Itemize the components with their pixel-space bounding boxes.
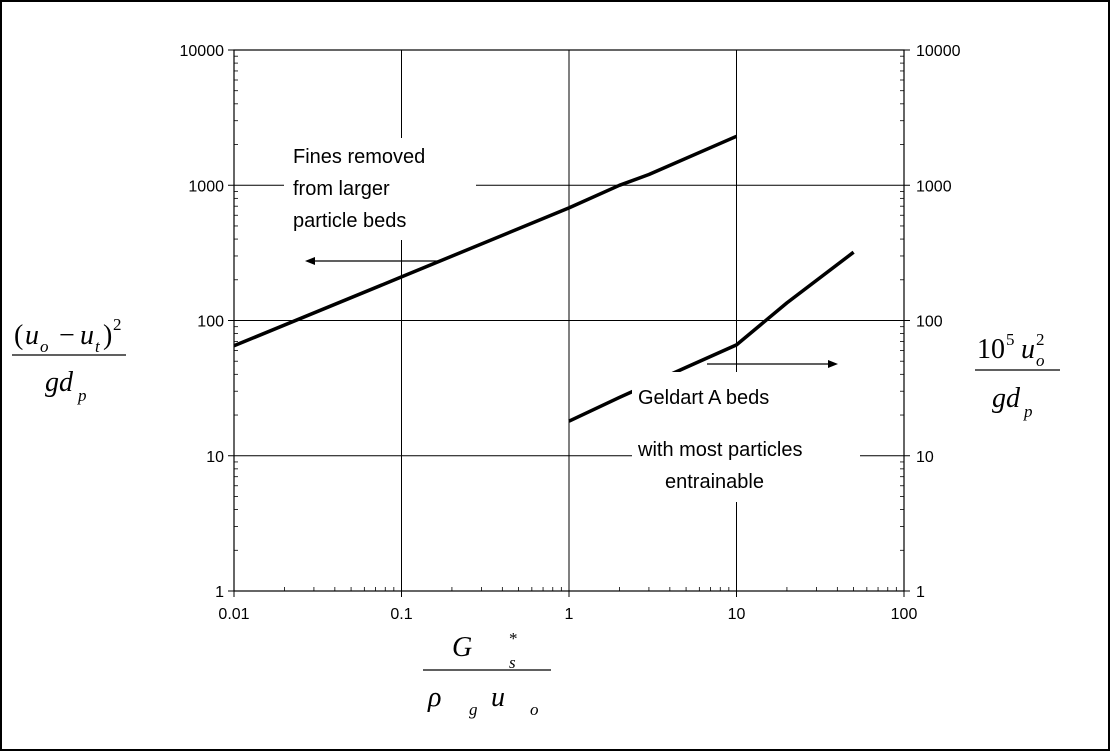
xlabel-velocity-sub: o [530, 700, 539, 719]
ylabel-left-open-paren: ( [14, 320, 23, 351]
annotation-1-arrowhead [305, 257, 315, 265]
y-right-tick-label: 100 [916, 314, 943, 331]
annotation-1-line-3: particle beds [293, 210, 406, 232]
y-left-tick-label: 100 [197, 314, 224, 331]
ylabel-right-coefficient-power: 5 [1006, 330, 1015, 349]
ylabel-left-minus: − [59, 320, 75, 351]
x-axis-label: G s * ρ g u o [423, 629, 551, 719]
ylabel-left-u1: u [25, 320, 39, 351]
ylabel-left-denominator: gd [45, 367, 74, 398]
ylabel-left-u2: u [80, 320, 94, 351]
y-left-tick-label: 1000 [188, 178, 224, 195]
x-tick-label: 100 [891, 606, 918, 623]
y-left-tick-label: 1 [215, 584, 224, 601]
y-axis-label-left: ( u o − u t ) 2 gd p [12, 315, 126, 405]
y-left-tick-label: 10000 [180, 43, 225, 60]
annotation-2-line-3: entrainable [665, 471, 764, 493]
y-left-tick-label: 10 [206, 449, 224, 466]
y-right-tick-label: 1 [916, 584, 925, 601]
ylabel-left-close-paren: ) [103, 320, 112, 351]
ylabel-right-denominator: gd [992, 383, 1021, 414]
ylabel-right-u: u [1021, 334, 1035, 365]
xlabel-density: ρ [427, 682, 441, 713]
ylabel-right-u-power: 2 [1036, 330, 1045, 349]
annotation-1-background [284, 138, 476, 240]
x-tick-label: 1 [565, 606, 574, 623]
minor-ticks [228, 49, 910, 597]
tick-labels: 0.01 0.1 1 10 100 1 1 10 10 100 100 1000 1000 10000 10… [180, 43, 961, 623]
xlabel-density-sub: g [469, 700, 478, 719]
xlabel-numerator: G [452, 632, 472, 663]
x-tick-label: 0.01 [218, 606, 249, 623]
ylabel-left-u1-sub: o [40, 337, 49, 356]
ylabel-left-denominator-sub: p [77, 386, 87, 405]
series-layer [233, 134, 855, 423]
ylabel-right-u-sub: o [1036, 351, 1045, 370]
annotation-2-background [632, 372, 860, 502]
y-right-tick-label: 10 [916, 449, 934, 466]
ylabel-left-u2-sub: t [95, 337, 101, 356]
annotation-2-line-2: with most particles [637, 439, 803, 461]
x-tick-label: 0.1 [390, 606, 412, 623]
ylabel-right-denominator-sub: p [1023, 402, 1033, 421]
annotation-2-arrowhead [828, 360, 838, 368]
annotation-2-line-1: Geldart A beds [638, 387, 769, 409]
y-axis-label-right: 10 5 u o 2 gd p [975, 330, 1060, 421]
xlabel-velocity: u [491, 682, 505, 713]
y-right-tick-label: 10000 [916, 43, 961, 60]
xlabel-numerator-sup: * [509, 629, 518, 648]
xlabel-numerator-sub: s [509, 653, 516, 672]
series-line-2 [568, 250, 855, 423]
annotation-1-line-2: from larger [293, 178, 390, 200]
ylabel-left-power: 2 [113, 315, 122, 334]
y-right-tick-label: 1000 [916, 178, 952, 195]
ylabel-right-coefficient: 10 [977, 334, 1005, 365]
x-tick-label: 10 [728, 606, 746, 623]
series-line-1 [233, 134, 738, 348]
annotation-1-line-1: Fines removed [293, 146, 425, 168]
